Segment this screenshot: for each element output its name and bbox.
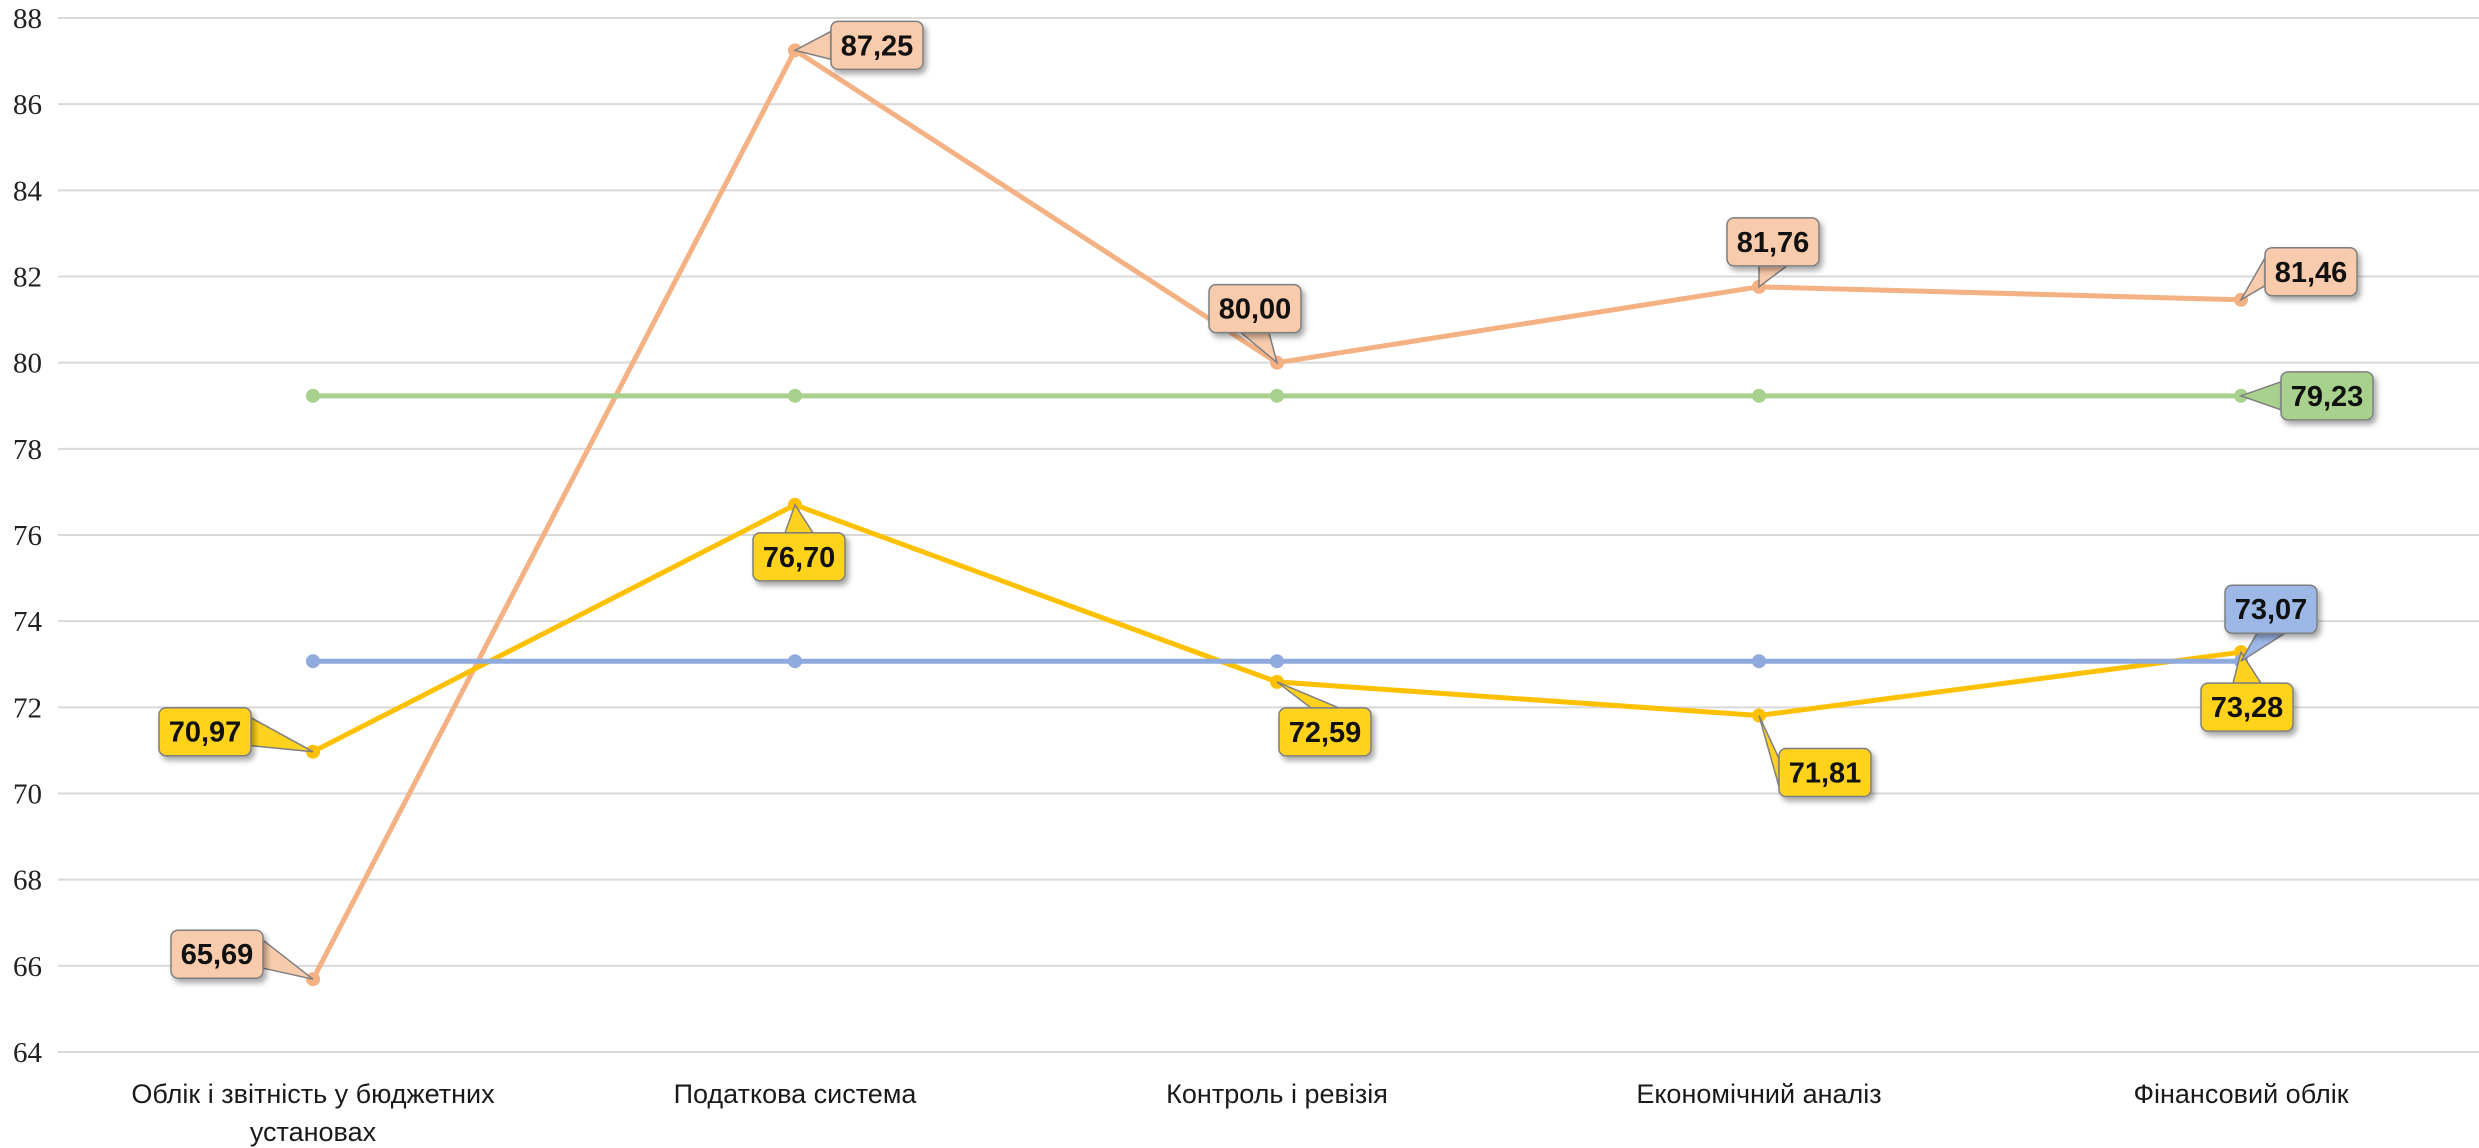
series-line-2 <box>311 502 2242 754</box>
data-label-text: 79,23 <box>2291 381 2364 413</box>
data-label-box <box>1726 217 1820 267</box>
data-label-text: 70,97 <box>169 717 242 749</box>
data-label: 71,81 <box>1758 715 1872 798</box>
data-label: 81,46 <box>2238 247 2358 302</box>
data-label: 73,07 <box>2224 584 2318 662</box>
data-label-box <box>158 706 252 757</box>
data-label: 87,25 <box>792 20 924 71</box>
data-point <box>788 654 802 669</box>
data-label: 79,23 <box>2238 371 2374 421</box>
data-label-box <box>1208 283 1302 334</box>
data-point <box>1270 654 1284 669</box>
data-label-text: 76,70 <box>763 542 836 574</box>
y-tick-label: 78 <box>13 434 42 466</box>
data-labels: 65,69 87,25 80,00 81,76 81,46 79,23 70,97 76,70… <box>158 20 2374 980</box>
series-lines <box>306 43 2248 987</box>
data-point <box>1270 388 1284 403</box>
data-label: 76,70 <box>752 503 846 582</box>
data-label-text: 71,81 <box>1789 758 1862 790</box>
x-tick-label: Податкова система <box>674 1079 918 1109</box>
y-tick-label: 88 <box>13 3 42 35</box>
x-tick-label: Фінансовий облік <box>2133 1079 2348 1109</box>
data-label-text: 80,00 <box>1219 294 1292 326</box>
data-label: 72,59 <box>1276 681 1372 757</box>
data-point <box>1752 654 1766 669</box>
x-axis-ticks: Облік і звітність у бюджетних установах По… <box>131 1079 2348 1147</box>
y-tick-label: 68 <box>13 865 42 897</box>
data-label-text: 81,46 <box>2275 257 2348 289</box>
y-tick-label: 82 <box>13 262 42 294</box>
x-tick-label: Облік і звітність у бюджетних <box>131 1079 495 1109</box>
y-tick-label: 84 <box>13 175 43 207</box>
data-label-box <box>2200 682 2294 732</box>
data-label-text: 73,07 <box>2235 594 2308 626</box>
data-label: 81,76 <box>1726 217 1820 289</box>
data-label-text: 87,25 <box>841 30 914 62</box>
y-tick-label: 72 <box>13 692 42 724</box>
data-point <box>306 388 320 403</box>
data-label-text: 72,59 <box>1289 717 1362 749</box>
data-label-pointer <box>1758 715 1780 787</box>
data-point <box>1752 388 1766 403</box>
data-label-pointer <box>1238 331 1279 365</box>
data-label-pointer <box>2240 632 2288 662</box>
y-tick-label: 64 <box>13 1037 43 1069</box>
gridlines <box>58 17 2479 1053</box>
data-label-box <box>2224 584 2318 634</box>
data-label-box <box>1278 707 1372 757</box>
data-label-box <box>2280 371 2374 421</box>
y-tick-label: 76 <box>13 520 42 552</box>
data-point <box>306 654 320 669</box>
data-label: 70,97 <box>158 706 314 757</box>
data-label-text: 65,69 <box>181 939 254 971</box>
data-label-box <box>830 20 924 71</box>
data-label-pointer <box>2238 380 2282 411</box>
data-label-box <box>170 929 264 979</box>
y-tick-label: 66 <box>13 951 42 983</box>
data-label-box <box>1778 747 1872 798</box>
data-label: 65,69 <box>170 929 314 980</box>
data-label-pointer <box>250 716 314 753</box>
x-tick-label: установах <box>250 1117 377 1147</box>
x-tick-label: Економічний аналіз <box>1636 1079 1881 1109</box>
y-tick-label: 70 <box>13 779 42 811</box>
y-axis-ticks: 64 66 68 70 72 74 76 78 80 82 84 86 88 <box>13 3 43 1069</box>
y-tick-label: 86 <box>13 89 42 121</box>
data-label-pointer <box>2238 254 2266 302</box>
data-point <box>788 388 802 403</box>
data-label-text: 81,76 <box>1737 227 1810 259</box>
data-label-text: 73,28 <box>2211 692 2284 724</box>
data-label: 73,28 <box>2200 650 2294 732</box>
y-tick-label: 74 <box>13 606 43 638</box>
x-tick-label: Контроль і ревізія <box>1166 1079 1388 1109</box>
data-label-pointer <box>262 938 314 980</box>
data-label-box <box>752 532 846 582</box>
data-label-box <box>2264 247 2358 297</box>
data-label: 80,00 <box>1208 283 1302 365</box>
y-tick-label: 80 <box>13 348 42 380</box>
